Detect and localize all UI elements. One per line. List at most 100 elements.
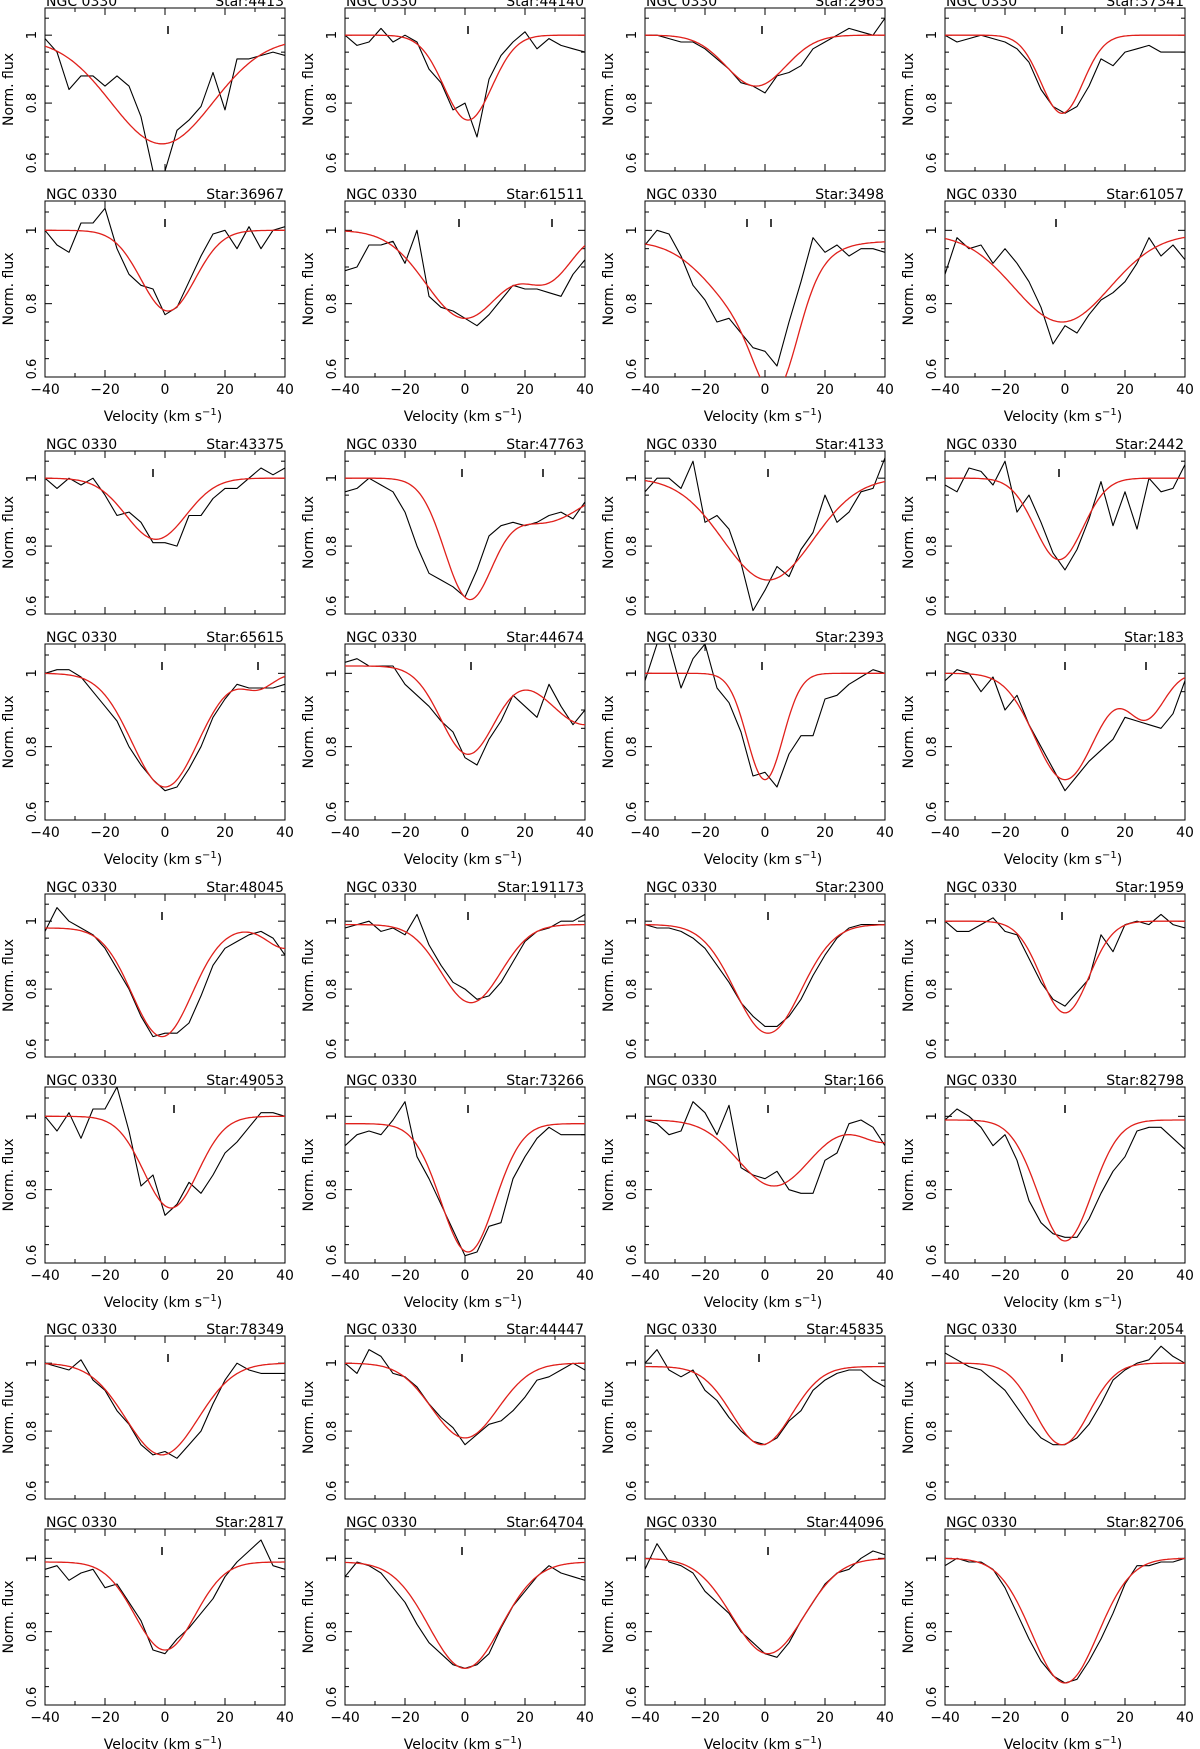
x-tick-label: 0 (461, 1268, 470, 1284)
panel-27: 0.6 0.8 1 Norm. flux NGC 0330 Star:45835 (601, 1322, 886, 1501)
y-tick-label: 0.6 (925, 1481, 940, 1502)
x-axis-title: Velocity (km s−1) (1004, 1735, 1123, 1749)
x-tick-label: 0 (761, 1268, 770, 1284)
panel-star-label: Star:4413 (215, 0, 284, 10)
model-fit-line (45, 229, 285, 312)
model-fit-line (345, 230, 585, 320)
x-tick-label: 20 (816, 1268, 834, 1284)
y-tick-label: 0.8 (325, 93, 340, 114)
panel-cluster-label: NGC 0330 (946, 630, 1017, 646)
observed-spectrum-line (945, 1345, 1185, 1446)
y-tick-label: 1 (625, 226, 640, 234)
x-tick-label: 40 (576, 825, 594, 841)
y-tick-label: 1 (325, 226, 340, 234)
panel-star-label: Star:37341 (1106, 0, 1184, 10)
x-tick-label: 40 (576, 382, 594, 398)
panel-star-label: Star:44447 (506, 1322, 584, 1338)
panel-star-label: Star:45835 (806, 1322, 884, 1338)
observed-spectrum-line (645, 457, 885, 612)
x-tick-label: 20 (1116, 825, 1134, 841)
observed-spectrum-line (645, 644, 885, 788)
x-tick-label: 20 (816, 1710, 834, 1726)
plot-frame (644, 1086, 886, 1264)
model-fit-line (345, 1362, 585, 1439)
y-axis-title: Norm. flux (601, 252, 617, 325)
y-tick-label: 0.8 (325, 736, 340, 757)
y-tick-label: 0.6 (925, 1687, 940, 1708)
y-tick-label: 0.8 (325, 979, 340, 1000)
panel-4: 0.6 0.8 1 Norm. flux NGC 0330 Star:37341 (901, 0, 1186, 173)
data-layer (345, 1561, 585, 1669)
y-tick-label: 1 (625, 31, 640, 39)
y-tick-label: 0.6 (925, 1039, 940, 1060)
x-tick-label: 40 (276, 825, 294, 841)
plot-frame (344, 1528, 586, 1706)
panel-31: 0.6 0.8 1 Norm. flux −40 −20 0 20 40 Velocity (km… (601, 1515, 894, 1749)
x-tick-label: 40 (576, 1268, 594, 1284)
y-axis-title: Norm. flux (1, 252, 17, 325)
panel-cluster-label: NGC 0330 (946, 0, 1017, 10)
panel-16: 0.6 0.8 1 Norm. flux −40 −20 0 20 40 Velocity (km… (901, 630, 1194, 868)
panel-cluster-label: NGC 0330 (646, 0, 717, 10)
observed-spectrum-line (345, 27, 585, 138)
y-tick-label: 1 (25, 917, 40, 925)
y-tick-label: 0.6 (325, 802, 340, 823)
y-tick-label: 0.8 (925, 736, 940, 757)
x-tick-label: −20 (990, 1710, 1020, 1726)
panel-star-label: Star:82706 (1106, 1515, 1184, 1531)
x-axis-title-exponent: −1 (202, 407, 217, 418)
y-tick-label: 1 (25, 669, 40, 677)
y-tick-label: 0.6 (925, 596, 940, 617)
x-tick-label: −40 (30, 382, 60, 398)
plot-frame (644, 7, 886, 172)
panel-5: 0.6 0.8 1 Norm. flux −40 −20 0 20 40 Velocity (km… (1, 187, 294, 425)
x-axis-title-close: ) (1117, 1295, 1122, 1311)
x-tick-label: 20 (1116, 1268, 1134, 1284)
y-tick-label: 1 (325, 1554, 340, 1562)
x-axis-title-exponent: −1 (502, 1735, 517, 1746)
plot-frame (644, 200, 886, 378)
observed-spectrum-line (45, 907, 285, 1038)
y-tick-label: 0.6 (925, 1245, 940, 1266)
observed-spectrum-line (945, 237, 1185, 345)
panel-star-label: Star:73266 (506, 1073, 584, 1089)
x-tick-label: 20 (516, 1710, 534, 1726)
x-tick-label: 0 (461, 382, 470, 398)
panel-cluster-label: NGC 0330 (646, 1073, 717, 1089)
x-axis-title-exponent: −1 (1102, 1293, 1117, 1304)
model-fit-line (45, 43, 285, 145)
y-tick-label: 0.8 (25, 1621, 40, 1642)
model-fit-line (345, 34, 585, 121)
x-axis-title-close: ) (517, 1737, 522, 1749)
panel-cluster-label: NGC 0330 (946, 880, 1017, 896)
x-tick-label: −20 (690, 1268, 720, 1284)
panel-22: 0.6 0.8 1 Norm. flux −40 −20 0 20 40 Velocity (km… (301, 1073, 594, 1311)
x-axis-title: Velocity (km s−1) (104, 850, 223, 868)
y-tick-label: 0.8 (325, 536, 340, 557)
y-tick-label: 0.6 (625, 802, 640, 823)
plot-frame (44, 1086, 286, 1264)
x-tick-label: −40 (930, 1268, 960, 1284)
y-axis-title: Norm. flux (1, 53, 17, 126)
panel-cluster-label: NGC 0330 (346, 0, 417, 10)
observed-spectrum-line (945, 460, 1185, 571)
panel-cluster-label: NGC 0330 (346, 187, 417, 203)
panel-star-label: Star:43375 (206, 437, 284, 453)
observed-spectrum-line (645, 229, 885, 367)
plot-frame (644, 1335, 886, 1500)
x-axis-title-exponent: −1 (802, 850, 817, 861)
x-tick-label: 20 (216, 1268, 234, 1284)
plot-frame (944, 1528, 1186, 1706)
y-tick-label: 0.6 (325, 1039, 340, 1060)
x-tick-label: 0 (161, 1710, 170, 1726)
panel-29: 0.6 0.8 1 Norm. flux −40 −20 0 20 40 Velocity (km… (1, 1515, 294, 1749)
y-tick-label: 0.8 (625, 536, 640, 557)
x-tick-label: 0 (761, 382, 770, 398)
observed-spectrum-line (45, 38, 285, 171)
observed-spectrum-line (645, 17, 885, 94)
data-layer (645, 644, 885, 788)
x-tick-label: −20 (90, 382, 120, 398)
x-axis-title-exponent: −1 (202, 850, 217, 861)
x-tick-label: −20 (990, 382, 1020, 398)
